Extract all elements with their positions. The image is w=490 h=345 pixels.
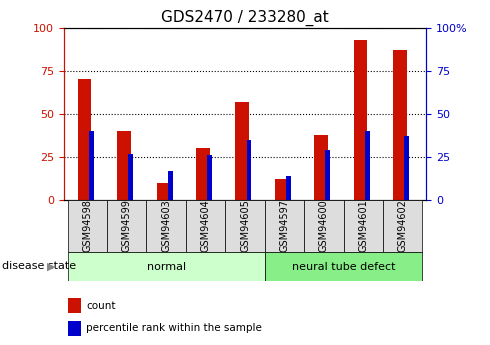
FancyBboxPatch shape (265, 200, 304, 252)
Text: ▶: ▶ (47, 262, 55, 271)
Bar (235, 102, 249, 200)
Text: GSM94599: GSM94599 (122, 199, 132, 253)
Bar (68, 321, 81, 336)
FancyBboxPatch shape (304, 200, 343, 252)
FancyBboxPatch shape (68, 200, 107, 252)
FancyBboxPatch shape (107, 200, 147, 252)
Bar (314, 135, 328, 200)
Text: GSM94605: GSM94605 (240, 199, 250, 253)
Bar (68, 298, 81, 313)
Text: count: count (86, 301, 116, 310)
Title: GDS2470 / 233280_at: GDS2470 / 233280_at (161, 10, 329, 26)
Bar (207, 155, 212, 200)
Bar (168, 171, 172, 200)
Text: percentile rank within the sample: percentile rank within the sample (86, 324, 262, 333)
Text: disease state: disease state (2, 262, 76, 271)
FancyBboxPatch shape (225, 200, 265, 252)
Bar (404, 136, 409, 200)
Bar (286, 176, 291, 200)
Text: normal: normal (147, 262, 186, 272)
Text: GSM94598: GSM94598 (82, 199, 92, 253)
Bar (89, 131, 94, 200)
Bar (325, 150, 330, 200)
Text: GSM94597: GSM94597 (279, 199, 290, 253)
FancyBboxPatch shape (265, 252, 422, 281)
FancyBboxPatch shape (186, 200, 225, 252)
Bar (275, 179, 289, 200)
FancyBboxPatch shape (68, 252, 265, 281)
Bar (78, 79, 92, 200)
Bar (196, 148, 210, 200)
Bar (354, 40, 368, 200)
Bar (246, 140, 251, 200)
FancyBboxPatch shape (343, 200, 383, 252)
FancyBboxPatch shape (147, 200, 186, 252)
Text: GSM94600: GSM94600 (319, 200, 329, 252)
Text: GSM94604: GSM94604 (200, 200, 211, 252)
FancyBboxPatch shape (383, 200, 422, 252)
Bar (128, 154, 133, 200)
Text: neural tube defect: neural tube defect (292, 262, 395, 272)
Text: GSM94603: GSM94603 (161, 200, 171, 252)
Bar (365, 131, 369, 200)
Bar (393, 50, 407, 200)
Text: GSM94602: GSM94602 (398, 199, 408, 253)
Bar (117, 131, 131, 200)
Bar (156, 183, 171, 200)
Text: GSM94601: GSM94601 (358, 200, 368, 252)
